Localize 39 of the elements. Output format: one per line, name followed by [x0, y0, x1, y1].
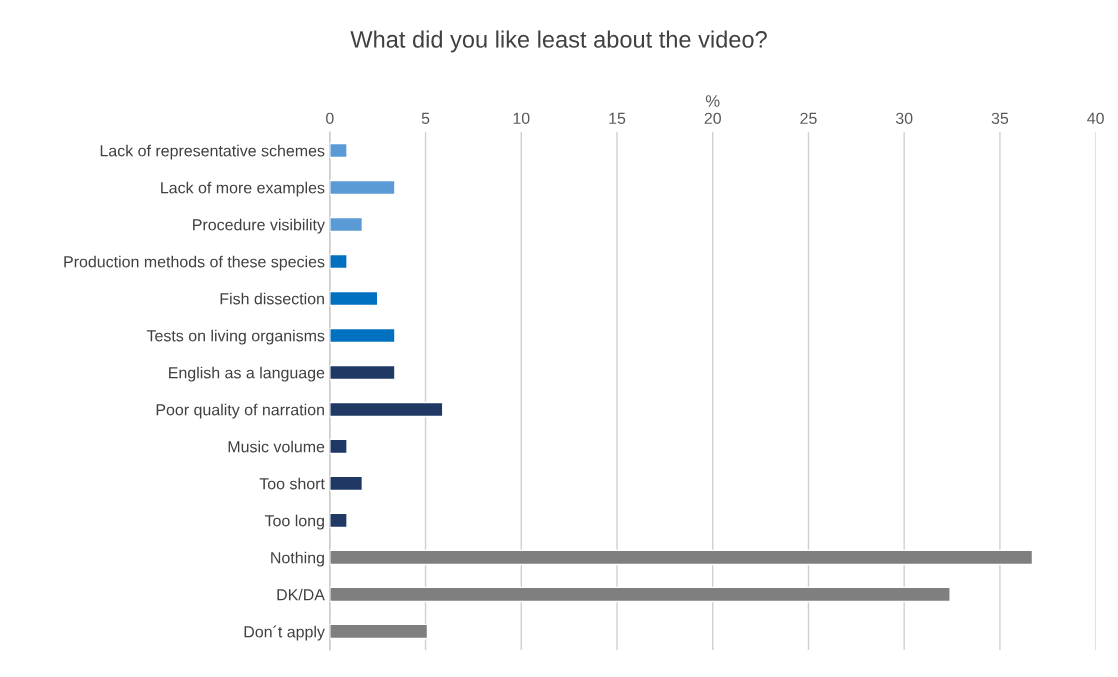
- x-tick-label: 15: [609, 112, 626, 124]
- y-tick-label: Too short: [259, 477, 325, 490]
- x-tick-label: 35: [991, 112, 1009, 124]
- bar: [329, 623, 429, 640]
- y-tick-label: DK/DA: [277, 588, 325, 601]
- bar: [329, 549, 1034, 566]
- y-tick-label: English as a language: [169, 366, 325, 382]
- bar: [329, 253, 348, 270]
- y-tick-label: Procedure visibility: [193, 218, 325, 234]
- x-tick-label: 25: [800, 112, 817, 124]
- bar: [329, 327, 396, 344]
- bar: [329, 364, 396, 381]
- y-tick-label: Nothing: [271, 551, 324, 567]
- bar: [329, 586, 951, 603]
- y-tick-label: Production methods of these species: [64, 255, 325, 271]
- x-tick-label: 10: [513, 112, 530, 124]
- y-tick-label: Don´t apply: [244, 625, 325, 641]
- bar: [329, 475, 364, 492]
- bar: [329, 179, 396, 196]
- y-tick-label: Tests on living organisms: [146, 329, 325, 345]
- y-tick-label: Lack of representative schemes: [100, 144, 325, 160]
- chart-title: What did you like least about the video?: [350, 30, 767, 53]
- y-tick-label: Lack of more examples: [161, 181, 325, 197]
- bar: [329, 142, 348, 159]
- bar: [329, 290, 379, 307]
- y-tick-label: Music volume: [228, 440, 325, 453]
- bar: [329, 401, 444, 418]
- y-tick-label: Poor quality of narration: [156, 403, 324, 419]
- x-axis-title: %: [705, 95, 720, 107]
- y-tick-label: Fish dissection: [220, 292, 324, 305]
- x-tick-label: 0: [325, 112, 334, 124]
- y-tick-label: Too long: [264, 514, 324, 530]
- bar: [329, 438, 348, 455]
- x-tick-label: 5: [421, 112, 430, 124]
- bar: [329, 512, 348, 529]
- x-tick-label: 30: [895, 112, 913, 124]
- x-tick-label: 20: [704, 112, 721, 124]
- bar: [329, 216, 364, 233]
- x-tick-label: 40: [1087, 112, 1104, 124]
